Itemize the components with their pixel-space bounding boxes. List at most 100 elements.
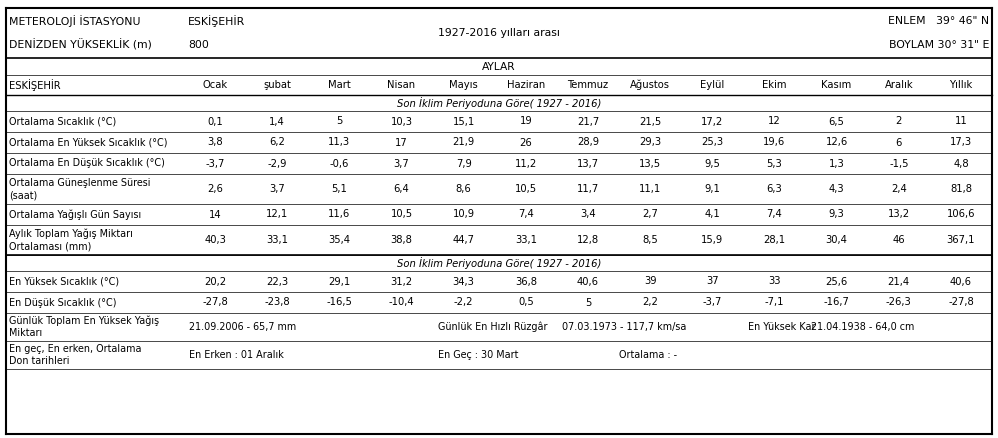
Text: En geç, En erken, Ortalama
Don tarihleri: En geç, En erken, Ortalama Don tarihleri (9, 344, 142, 366)
Text: 31,2: 31,2 (390, 276, 412, 286)
Text: 5: 5 (585, 297, 591, 307)
Text: 35,4: 35,4 (328, 235, 350, 245)
Text: Son İklim Periyoduna Göre( 1927 - 2016): Son İklim Periyoduna Göre( 1927 - 2016) (397, 97, 601, 109)
Text: 40,6: 40,6 (577, 276, 599, 286)
Text: 30,4: 30,4 (825, 235, 847, 245)
Text: 800: 800 (188, 39, 209, 49)
Text: 10,5: 10,5 (515, 184, 537, 194)
Text: 9,5: 9,5 (705, 159, 721, 169)
Text: Temmuz: Temmuz (568, 80, 609, 90)
Text: Ortalama Güneşlenme Süresi
(saat): Ortalama Güneşlenme Süresi (saat) (9, 178, 151, 200)
Text: 13,7: 13,7 (577, 159, 599, 169)
Text: 33,1: 33,1 (515, 235, 537, 245)
Text: 2,4: 2,4 (891, 184, 906, 194)
Text: 07.03.1973 - 117,7 km/sa: 07.03.1973 - 117,7 km/sa (562, 322, 687, 332)
Text: 106,6: 106,6 (947, 209, 975, 219)
Text: 33,1: 33,1 (266, 235, 288, 245)
Text: 10,9: 10,9 (453, 209, 475, 219)
Text: -16,7: -16,7 (823, 297, 849, 307)
Text: Son İklim Periyoduna Göre( 1927 - 2016): Son İklim Periyoduna Göre( 1927 - 2016) (397, 257, 601, 269)
Text: -0,6: -0,6 (329, 159, 349, 169)
Text: 22,3: 22,3 (266, 276, 288, 286)
Text: 11,7: 11,7 (577, 184, 599, 194)
Text: 7,4: 7,4 (518, 209, 534, 219)
Text: Günlük Toplam En Yüksek Yağış
Miktarı: Günlük Toplam En Yüksek Yağış Miktarı (9, 315, 159, 339)
Text: -7,1: -7,1 (764, 297, 784, 307)
Text: 19,6: 19,6 (763, 138, 785, 148)
Text: 40,6: 40,6 (950, 276, 972, 286)
Text: -10,4: -10,4 (389, 297, 414, 307)
Text: METEROLOJİ İSTASYONU: METEROLOJİ İSTASYONU (9, 15, 141, 28)
Text: 28,1: 28,1 (763, 235, 785, 245)
Text: 4,1: 4,1 (705, 209, 721, 219)
Text: 3,7: 3,7 (393, 159, 409, 169)
Text: 12,6: 12,6 (825, 138, 847, 148)
Text: Ekim: Ekim (762, 80, 786, 90)
Text: 8,5: 8,5 (643, 235, 658, 245)
Text: 2,2: 2,2 (643, 297, 658, 307)
Text: ESKİŞEHİR: ESKİŞEHİR (9, 79, 61, 91)
Text: 21.09.2006 - 65,7 mm: 21.09.2006 - 65,7 mm (189, 322, 296, 332)
Text: En Yüksek Sıcaklık (°C): En Yüksek Sıcaklık (°C) (9, 276, 119, 286)
Text: şubat: şubat (263, 80, 291, 90)
Text: ENLEM   39° 46" N: ENLEM 39° 46" N (888, 17, 989, 27)
Text: -26,3: -26,3 (886, 297, 911, 307)
Text: En Yüksek Kar: En Yüksek Kar (748, 322, 816, 332)
Text: Kasım: Kasım (821, 80, 851, 90)
Text: 3,4: 3,4 (580, 209, 596, 219)
Text: DENİZDEN YÜKSEKLİK (m): DENİZDEN YÜKSEKLİK (m) (9, 39, 152, 50)
Text: 25,6: 25,6 (825, 276, 847, 286)
Text: 29,1: 29,1 (328, 276, 350, 286)
Text: BOYLAM 30° 31" E: BOYLAM 30° 31" E (888, 39, 989, 49)
Text: 39: 39 (644, 276, 657, 286)
Text: 12,1: 12,1 (266, 209, 288, 219)
Text: 14: 14 (209, 209, 222, 219)
Text: 1,4: 1,4 (269, 117, 285, 127)
Text: 6,3: 6,3 (766, 184, 782, 194)
Text: 0,5: 0,5 (518, 297, 534, 307)
Text: Ortalama En Düşük Sıcaklık (°C): Ortalama En Düşük Sıcaklık (°C) (9, 159, 165, 169)
Text: Günlük En Hızlı Rüzgâr: Günlük En Hızlı Rüzgâr (437, 322, 547, 332)
Text: Nisan: Nisan (387, 80, 415, 90)
Text: ESKİŞEHİR: ESKİŞEHİR (188, 15, 246, 28)
Text: Yıllık: Yıllık (949, 80, 972, 90)
Text: Ocak: Ocak (203, 80, 228, 90)
Text: En Erken : 01 Aralık: En Erken : 01 Aralık (189, 350, 283, 360)
Text: 10,5: 10,5 (390, 209, 412, 219)
Text: 10,3: 10,3 (390, 117, 412, 127)
Text: -3,7: -3,7 (703, 297, 722, 307)
Text: 21,7: 21,7 (577, 117, 599, 127)
Text: Ortalama Yağışlı Gün Sayısı: Ortalama Yağışlı Gün Sayısı (9, 209, 142, 220)
Text: 19: 19 (520, 117, 532, 127)
Text: 36,8: 36,8 (515, 276, 537, 286)
Text: 29,3: 29,3 (639, 138, 662, 148)
Text: 17,2: 17,2 (702, 117, 724, 127)
Text: 9,3: 9,3 (828, 209, 844, 219)
Text: 21.04.1938 - 64,0 cm: 21.04.1938 - 64,0 cm (810, 322, 914, 332)
Text: 13,2: 13,2 (887, 209, 910, 219)
Text: Ortalama : -: Ortalama : - (619, 350, 678, 360)
Text: 5,1: 5,1 (331, 184, 347, 194)
Text: 11,1: 11,1 (639, 184, 662, 194)
Text: 34,3: 34,3 (453, 276, 475, 286)
Text: 44,7: 44,7 (453, 235, 475, 245)
Text: 15,9: 15,9 (702, 235, 724, 245)
Text: 21,9: 21,9 (452, 138, 475, 148)
Text: 6,5: 6,5 (828, 117, 844, 127)
Text: Mart: Mart (328, 80, 350, 90)
Text: 33: 33 (768, 276, 780, 286)
Text: 21,4: 21,4 (887, 276, 910, 286)
Text: 6,2: 6,2 (269, 138, 285, 148)
Text: -3,7: -3,7 (206, 159, 225, 169)
Text: 37: 37 (706, 276, 719, 286)
Text: AYLAR: AYLAR (482, 61, 516, 71)
Text: 21,5: 21,5 (639, 117, 662, 127)
Text: -2,2: -2,2 (454, 297, 473, 307)
Text: 17: 17 (395, 138, 408, 148)
Text: Aralık: Aralık (884, 80, 913, 90)
Text: En Düşük Sıcaklık (°C): En Düşük Sıcaklık (°C) (9, 297, 117, 307)
Text: 3,8: 3,8 (208, 138, 223, 148)
Text: 12,8: 12,8 (577, 235, 599, 245)
Text: 2,7: 2,7 (643, 209, 658, 219)
Text: 0,1: 0,1 (208, 117, 223, 127)
